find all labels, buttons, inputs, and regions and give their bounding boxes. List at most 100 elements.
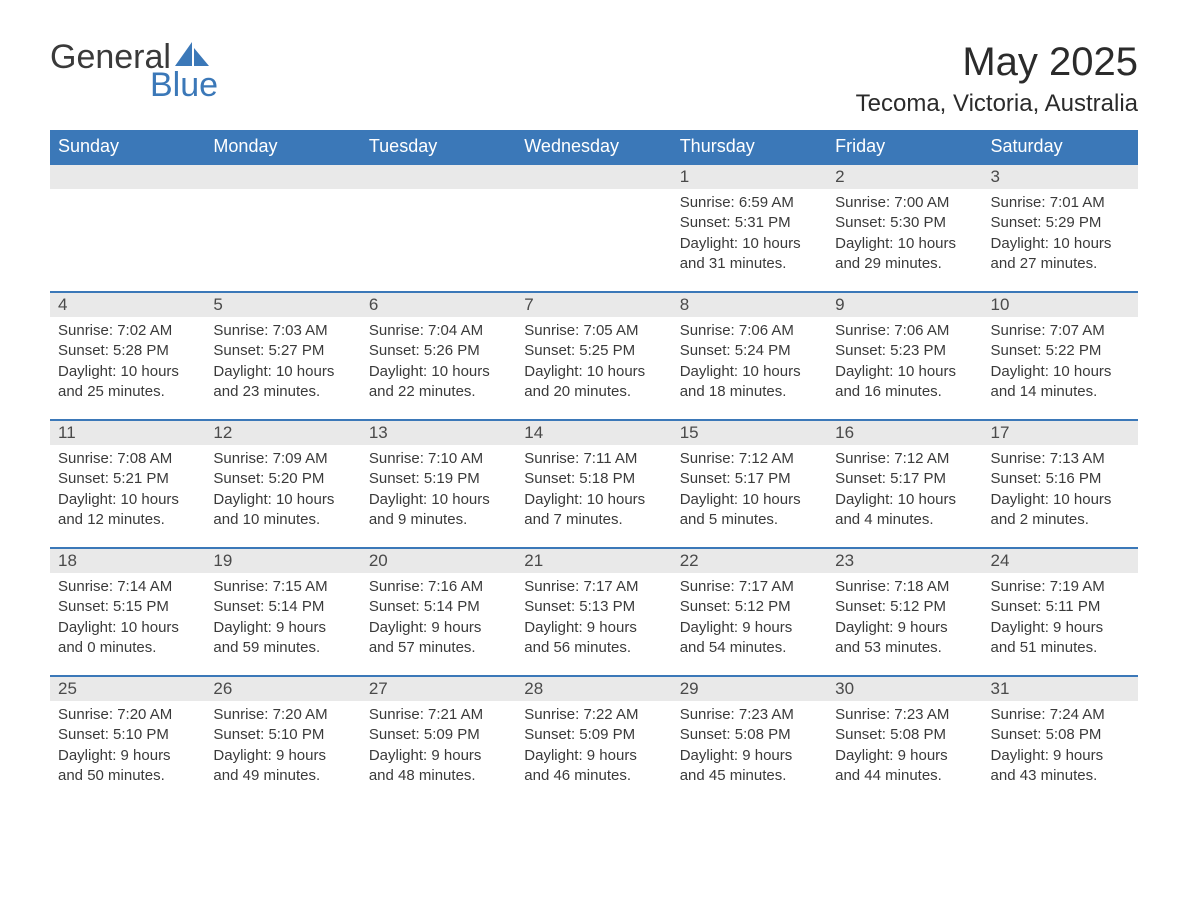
sunset-line: Sunset: 5:21 PM xyxy=(58,469,197,489)
day-number: 14 xyxy=(516,421,671,445)
day-body: Sunrise: 7:09 AMSunset: 5:20 PMDaylight:… xyxy=(205,445,360,540)
sunset-line: Sunset: 5:19 PM xyxy=(369,469,508,489)
daylight-line: Daylight: 9 hours and 44 minutes. xyxy=(835,746,974,787)
day-body xyxy=(361,189,516,203)
day-body: Sunrise: 7:20 AMSunset: 5:10 PMDaylight:… xyxy=(205,701,360,796)
sunrise-line: Sunrise: 7:09 AM xyxy=(213,449,352,469)
sunrise-line: Sunrise: 7:17 AM xyxy=(524,577,663,597)
sunrise-line: Sunrise: 7:19 AM xyxy=(991,577,1130,597)
day-body: Sunrise: 7:16 AMSunset: 5:14 PMDaylight:… xyxy=(361,573,516,668)
daylight-line: Daylight: 10 hours and 0 minutes. xyxy=(58,618,197,659)
day-body: Sunrise: 7:00 AMSunset: 5:30 PMDaylight:… xyxy=(827,189,982,284)
sunrise-line: Sunrise: 7:11 AM xyxy=(524,449,663,469)
day-number xyxy=(205,165,360,189)
day-body: Sunrise: 7:15 AMSunset: 5:14 PMDaylight:… xyxy=(205,573,360,668)
day-number: 15 xyxy=(672,421,827,445)
day-number: 5 xyxy=(205,293,360,317)
daylight-line: Daylight: 9 hours and 49 minutes. xyxy=(213,746,352,787)
day-number xyxy=(361,165,516,189)
sunset-line: Sunset: 5:11 PM xyxy=(991,597,1130,617)
dayname-header: Tuesday xyxy=(361,130,516,164)
calendar-day-cell: 2Sunrise: 7:00 AMSunset: 5:30 PMDaylight… xyxy=(827,164,982,292)
day-number: 16 xyxy=(827,421,982,445)
logo: General Blue xyxy=(50,40,218,102)
day-number xyxy=(50,165,205,189)
calendar-day-cell: 13Sunrise: 7:10 AMSunset: 5:19 PMDayligh… xyxy=(361,420,516,548)
sunset-line: Sunset: 5:30 PM xyxy=(835,213,974,233)
sunrise-line: Sunrise: 7:07 AM xyxy=(991,321,1130,341)
day-body: Sunrise: 7:12 AMSunset: 5:17 PMDaylight:… xyxy=(827,445,982,540)
sunset-line: Sunset: 5:23 PM xyxy=(835,341,974,361)
day-number: 4 xyxy=(50,293,205,317)
sunset-line: Sunset: 5:09 PM xyxy=(369,725,508,745)
day-number: 30 xyxy=(827,677,982,701)
day-body xyxy=(205,189,360,203)
sunrise-line: Sunrise: 6:59 AM xyxy=(680,193,819,213)
sunset-line: Sunset: 5:14 PM xyxy=(213,597,352,617)
calendar-day-cell: 18Sunrise: 7:14 AMSunset: 5:15 PMDayligh… xyxy=(50,548,205,676)
day-body: Sunrise: 7:21 AMSunset: 5:09 PMDaylight:… xyxy=(361,701,516,796)
sunset-line: Sunset: 5:24 PM xyxy=(680,341,819,361)
day-body: Sunrise: 7:17 AMSunset: 5:13 PMDaylight:… xyxy=(516,573,671,668)
day-body: Sunrise: 7:24 AMSunset: 5:08 PMDaylight:… xyxy=(983,701,1138,796)
daylight-line: Daylight: 10 hours and 5 minutes. xyxy=(680,490,819,531)
daylight-line: Daylight: 9 hours and 57 minutes. xyxy=(369,618,508,659)
calendar-day-cell: 5Sunrise: 7:03 AMSunset: 5:27 PMDaylight… xyxy=(205,292,360,420)
daylight-line: Daylight: 10 hours and 27 minutes. xyxy=(991,234,1130,275)
dayname-header: Wednesday xyxy=(516,130,671,164)
sunset-line: Sunset: 5:17 PM xyxy=(680,469,819,489)
day-body: Sunrise: 7:06 AMSunset: 5:24 PMDaylight:… xyxy=(672,317,827,412)
day-body: Sunrise: 7:14 AMSunset: 5:15 PMDaylight:… xyxy=(50,573,205,668)
sunrise-line: Sunrise: 7:10 AM xyxy=(369,449,508,469)
daylight-line: Daylight: 10 hours and 10 minutes. xyxy=(213,490,352,531)
daylight-line: Daylight: 10 hours and 23 minutes. xyxy=(213,362,352,403)
day-body: Sunrise: 7:02 AMSunset: 5:28 PMDaylight:… xyxy=(50,317,205,412)
day-number: 12 xyxy=(205,421,360,445)
sunrise-line: Sunrise: 7:02 AM xyxy=(58,321,197,341)
calendar-day-cell: 3Sunrise: 7:01 AMSunset: 5:29 PMDaylight… xyxy=(983,164,1138,292)
calendar-week-row: 1Sunrise: 6:59 AMSunset: 5:31 PMDaylight… xyxy=(50,164,1138,292)
sunrise-line: Sunrise: 7:01 AM xyxy=(991,193,1130,213)
daylight-line: Daylight: 10 hours and 4 minutes. xyxy=(835,490,974,531)
page-header: General Blue May 2025 Tecoma, Victoria, … xyxy=(50,40,1138,118)
sunrise-line: Sunrise: 7:24 AM xyxy=(991,705,1130,725)
day-number: 20 xyxy=(361,549,516,573)
sunset-line: Sunset: 5:09 PM xyxy=(524,725,663,745)
sunrise-line: Sunrise: 7:20 AM xyxy=(213,705,352,725)
calendar-header-row: SundayMondayTuesdayWednesdayThursdayFrid… xyxy=(50,130,1138,164)
sunrise-line: Sunrise: 7:18 AM xyxy=(835,577,974,597)
calendar-day-cell: 16Sunrise: 7:12 AMSunset: 5:17 PMDayligh… xyxy=(827,420,982,548)
daylight-line: Daylight: 9 hours and 43 minutes. xyxy=(991,746,1130,787)
sunset-line: Sunset: 5:31 PM xyxy=(680,213,819,233)
day-number: 1 xyxy=(672,165,827,189)
calendar-day-cell: 1Sunrise: 6:59 AMSunset: 5:31 PMDaylight… xyxy=(672,164,827,292)
daylight-line: Daylight: 10 hours and 31 minutes. xyxy=(680,234,819,275)
sunrise-line: Sunrise: 7:06 AM xyxy=(680,321,819,341)
calendar-week-row: 4Sunrise: 7:02 AMSunset: 5:28 PMDaylight… xyxy=(50,292,1138,420)
sunset-line: Sunset: 5:22 PM xyxy=(991,341,1130,361)
day-body: Sunrise: 6:59 AMSunset: 5:31 PMDaylight:… xyxy=(672,189,827,284)
sunrise-line: Sunrise: 7:03 AM xyxy=(213,321,352,341)
calendar-day-cell: 4Sunrise: 7:02 AMSunset: 5:28 PMDaylight… xyxy=(50,292,205,420)
day-number: 9 xyxy=(827,293,982,317)
daylight-line: Daylight: 10 hours and 25 minutes. xyxy=(58,362,197,403)
day-number: 17 xyxy=(983,421,1138,445)
sunrise-line: Sunrise: 7:12 AM xyxy=(680,449,819,469)
sunset-line: Sunset: 5:18 PM xyxy=(524,469,663,489)
day-number: 13 xyxy=(361,421,516,445)
logo-text-blue: Blue xyxy=(150,68,218,102)
daylight-line: Daylight: 10 hours and 22 minutes. xyxy=(369,362,508,403)
page-title: May 2025 xyxy=(856,40,1138,84)
dayname-header: Friday xyxy=(827,130,982,164)
daylight-line: Daylight: 10 hours and 2 minutes. xyxy=(991,490,1130,531)
day-number: 25 xyxy=(50,677,205,701)
sunset-line: Sunset: 5:14 PM xyxy=(369,597,508,617)
day-body: Sunrise: 7:03 AMSunset: 5:27 PMDaylight:… xyxy=(205,317,360,412)
day-body: Sunrise: 7:23 AMSunset: 5:08 PMDaylight:… xyxy=(827,701,982,796)
day-number: 21 xyxy=(516,549,671,573)
day-body xyxy=(50,189,205,203)
sunrise-line: Sunrise: 7:05 AM xyxy=(524,321,663,341)
day-body: Sunrise: 7:01 AMSunset: 5:29 PMDaylight:… xyxy=(983,189,1138,284)
sunset-line: Sunset: 5:26 PM xyxy=(369,341,508,361)
sunset-line: Sunset: 5:28 PM xyxy=(58,341,197,361)
